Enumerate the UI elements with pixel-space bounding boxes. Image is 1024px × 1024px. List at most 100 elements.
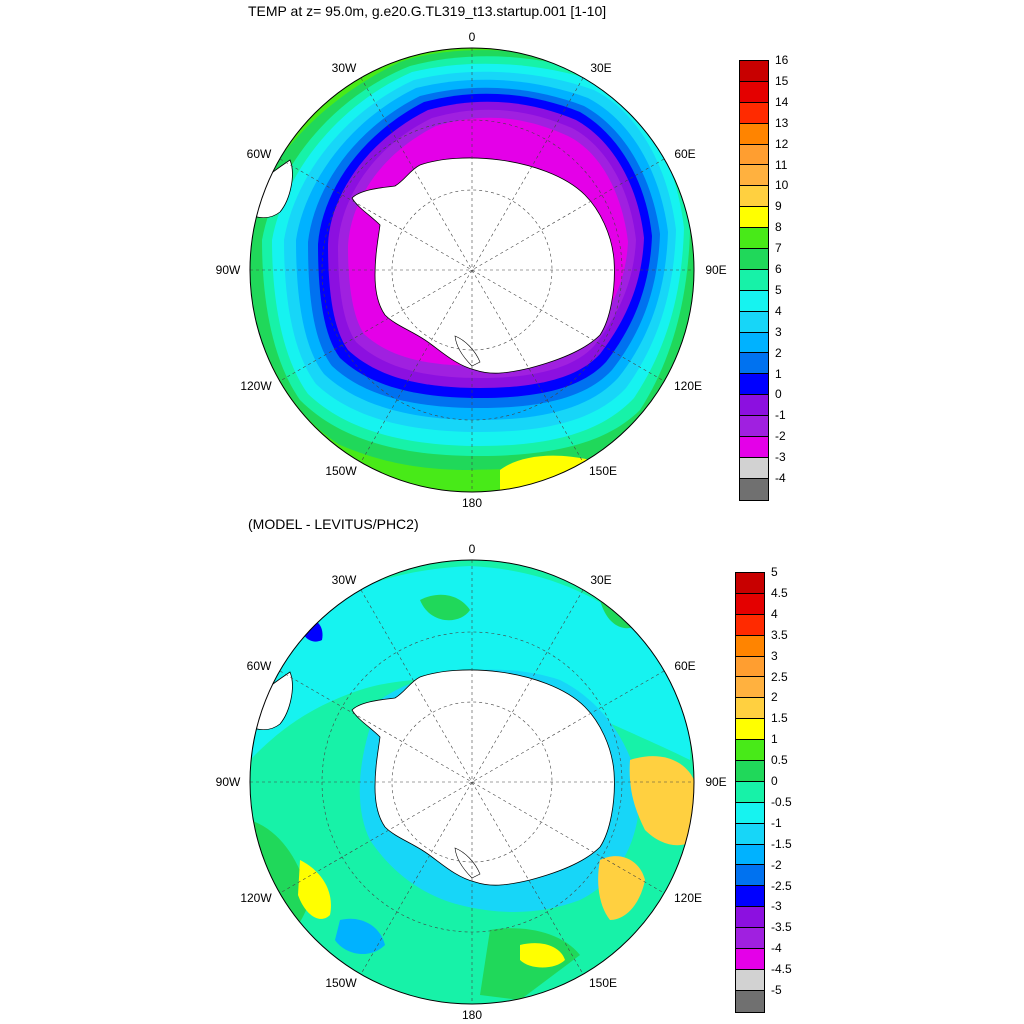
colorbar-swatch — [736, 761, 764, 782]
colorbar-swatch — [740, 437, 768, 458]
colorbar-swatch — [736, 865, 764, 887]
colorbar-swatch — [736, 949, 764, 970]
colorbar-swatch — [736, 802, 764, 824]
colorbar-swatch — [740, 374, 768, 396]
bottom-colorbar — [735, 572, 765, 1013]
colorbar-swatch — [740, 102, 768, 124]
colorbar-tick-label: -1 — [771, 815, 782, 830]
colorbar-tick-label: -2 — [775, 429, 786, 444]
colorbar-swatch — [736, 593, 764, 615]
colorbar-swatch — [740, 395, 768, 417]
colorbar-tick-label: 7 — [775, 241, 782, 256]
colorbar-swatch — [736, 781, 764, 803]
colorbar-tick-label: 3.5 — [771, 627, 788, 642]
colorbar-tick-label: -3.5 — [771, 920, 792, 935]
top-lon-label-120w: 120W — [240, 379, 272, 393]
top-colorbar — [739, 60, 769, 501]
bottom-map-border — [249, 559, 695, 1005]
colorbar-tick-label: 1 — [771, 732, 778, 747]
colorbar-tick-label: 5 — [771, 565, 778, 579]
bottom-lon-label-120e: 120E — [673, 891, 703, 905]
bottom-lon-label-30e: 30E — [590, 573, 612, 587]
colorbar-tick-label: 1.5 — [771, 711, 788, 726]
colorbar-tick-label: 2 — [775, 345, 782, 360]
colorbar-swatch — [740, 228, 768, 250]
colorbar-swatch — [740, 416, 768, 438]
colorbar-tick-label: 16 — [775, 53, 789, 67]
colorbar-tick-label: -4 — [771, 941, 782, 956]
colorbar-swatch — [736, 886, 764, 908]
top-lon-label-150e: 150E — [588, 464, 618, 478]
colorbar-tick-label: 4 — [775, 303, 782, 318]
bottom-lon-label-30w: 30W — [331, 573, 357, 587]
top-lon-label-60w: 60W — [246, 147, 272, 161]
colorbar-tick-label: 2 — [771, 690, 778, 705]
colorbar-tick-label: 3 — [775, 324, 782, 339]
top-map-title: TEMP at z= 95.0m, g.e20.G.TL319_t13.star… — [248, 3, 607, 19]
top-map-border — [249, 47, 695, 493]
colorbar-tick-label: 4 — [771, 606, 778, 621]
bottom-lon-label-60w: 60W — [246, 659, 272, 673]
colorbar-swatch — [740, 457, 768, 479]
colorbar-swatch — [736, 907, 764, 929]
colorbar-tick-label: 3 — [771, 648, 778, 663]
colorbar-swatch — [740, 144, 768, 166]
top-lon-label-180: 180 — [461, 496, 483, 510]
colorbar-swatch — [736, 635, 764, 657]
colorbar-swatch — [736, 990, 764, 1012]
colorbar-tick-label: 5 — [775, 282, 782, 297]
colorbar-tick-label: -3 — [771, 899, 782, 914]
colorbar-tick-label: 9 — [775, 199, 782, 214]
colorbar-tick-label: -4 — [775, 471, 786, 485]
colorbar-swatch — [740, 332, 768, 354]
colorbar-tick-label: 10 — [775, 178, 789, 193]
colorbar-tick-label: -5 — [771, 983, 782, 997]
top-lon-label-120e: 120E — [673, 379, 703, 393]
colorbar-swatch — [736, 677, 764, 699]
bottom-lon-label-90e: 90E — [705, 775, 727, 789]
colorbar-swatch — [740, 165, 768, 187]
colorbar-tick-label: 13 — [775, 115, 789, 130]
bottom-map-title: (MODEL - LEVITUS/PHC2) — [248, 516, 419, 532]
colorbar-tick-label: 15 — [775, 73, 789, 88]
colorbar-swatch — [740, 353, 768, 375]
colorbar-swatch — [736, 740, 764, 762]
colorbar-tick-label: 6 — [775, 262, 782, 276]
top-lon-label-150w: 150W — [325, 464, 357, 478]
top-lon-label-60e: 60E — [674, 147, 696, 161]
colorbar-swatch — [740, 311, 768, 333]
bottom-lon-label-60e: 60E — [674, 659, 696, 673]
colorbar-swatch — [740, 249, 768, 270]
colorbar-tick-label: 1 — [775, 366, 782, 381]
colorbar-tick-label: 2.5 — [771, 669, 788, 684]
colorbar-swatch — [736, 698, 764, 720]
colorbar-tick-label: -2 — [771, 857, 782, 872]
top-map — [250, 48, 694, 492]
colorbar-tick-label: 0 — [771, 774, 778, 788]
colorbar-swatch — [736, 928, 764, 950]
colorbar-swatch — [736, 844, 764, 866]
colorbar-swatch — [740, 290, 768, 312]
colorbar-swatch — [740, 123, 768, 145]
colorbar-tick-label: 14 — [775, 94, 789, 109]
top-lon-label-90e: 90E — [705, 263, 727, 277]
colorbar-swatch — [740, 478, 768, 500]
colorbar-tick-label: 12 — [775, 136, 789, 151]
colorbar-swatch — [736, 573, 764, 594]
colorbar-swatch — [740, 186, 768, 208]
colorbar-tick-label: -1.5 — [771, 836, 792, 851]
colorbar-tick-label: 0 — [775, 387, 782, 402]
colorbar-tick-label: -0.5 — [771, 794, 792, 809]
bottom-lon-label-0: 0 — [468, 542, 476, 556]
top-lon-label-30e: 30E — [590, 61, 612, 75]
bottom-lon-label-180: 180 — [461, 1008, 483, 1022]
colorbar-tick-label: 0.5 — [771, 753, 788, 768]
colorbar-swatch — [740, 81, 768, 103]
colorbar-tick-label: 11 — [775, 157, 788, 172]
colorbar-tick-label: -2.5 — [771, 878, 792, 893]
colorbar-swatch — [736, 656, 764, 678]
colorbar-tick-label: 8 — [775, 220, 782, 235]
colorbar-swatch — [736, 823, 764, 845]
colorbar-swatch — [740, 61, 768, 82]
top-lon-label-30w: 30W — [331, 61, 357, 75]
